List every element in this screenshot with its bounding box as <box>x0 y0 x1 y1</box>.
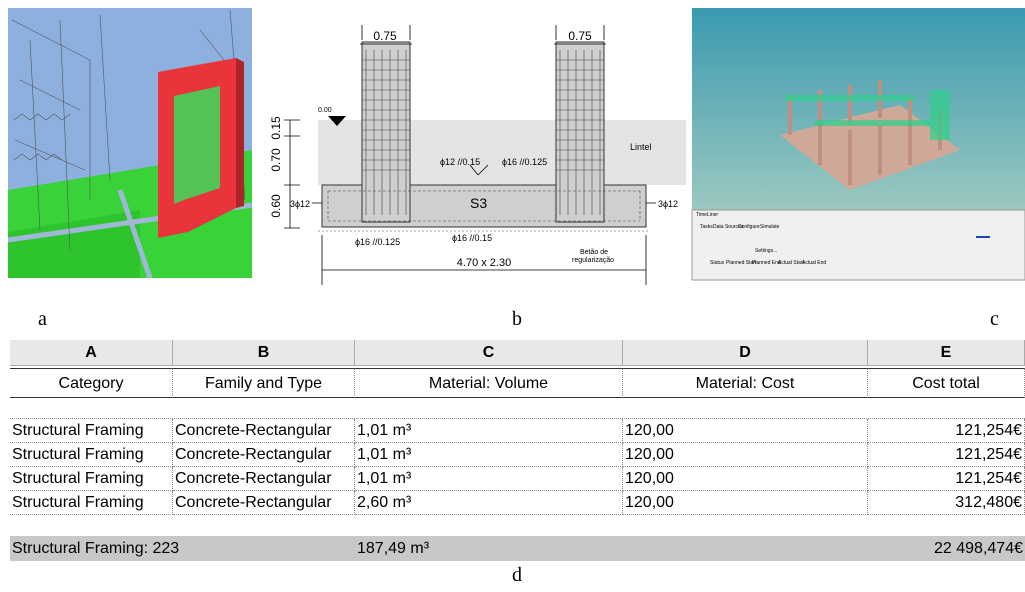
column-letter: B <box>173 340 355 366</box>
label: ϕ16 //0.125 <box>502 157 547 167</box>
panel-a-render <box>7 8 253 279</box>
column-letter: A <box>10 340 173 366</box>
tab[interactable]: Configure <box>738 224 760 230</box>
column-header: Category <box>10 368 173 398</box>
footer-total: 22 498,474€ <box>868 536 1025 561</box>
header-row: Category Family and Type Material: Volume M… <box>10 368 1025 398</box>
column-letter: E <box>868 340 1025 366</box>
column-letter: D <box>623 340 868 366</box>
panel-title: TimeLiner <box>696 212 718 218</box>
tab[interactable]: Data Sources <box>713 224 744 230</box>
cell: Structural Framing <box>10 467 173 491</box>
dim: 0.75 <box>373 29 397 43</box>
cell: 312,480€ <box>868 491 1025 515</box>
dim: 4.70 x 2.30 <box>457 257 511 269</box>
panel-label: a <box>38 308 47 330</box>
col: Actual Start <box>778 260 804 266</box>
label: Lintel <box>630 142 652 152</box>
dim: 0.70 <box>269 148 283 172</box>
label: S3 <box>470 195 487 211</box>
tab[interactable]: Tasks <box>700 224 713 230</box>
col: Planned Start <box>726 260 757 266</box>
label: 3ϕ12 <box>658 199 678 209</box>
footer-volume: 187,49 m³ <box>355 536 868 561</box>
cell: 120,00 <box>623 491 868 515</box>
cell: Concrete-Rectangular <box>173 419 355 443</box>
label: ϕ12 //0.15 <box>440 157 480 167</box>
data-row: Structural Framing Concrete-Rectangular 2,… <box>10 491 1025 515</box>
label: Betão de <box>580 249 608 256</box>
dim: 0.15 <box>269 116 283 140</box>
cell: Structural Framing <box>10 491 173 515</box>
cell: 120,00 <box>623 443 868 467</box>
cell: 1,01 m³ <box>355 443 623 467</box>
schedule-table: A B C D E Category Family and Type Material: Vo… <box>10 340 1025 561</box>
col: Status <box>710 260 725 266</box>
panel-label: b <box>512 308 522 330</box>
column-header: Material: Cost <box>623 368 868 398</box>
data-row: Structural Framing Concrete-Rectangular 1,… <box>10 418 1025 443</box>
cell: Concrete-Rectangular <box>173 467 355 491</box>
cell: Structural Framing <box>10 419 173 443</box>
dim: 0.75 <box>568 29 592 43</box>
level: 0.00 <box>318 107 332 114</box>
panel-b-drawing: 0.75 0.75 0.00 0.15 0.70 0.60 Lintel S3 … <box>269 25 686 285</box>
cell: 121,254€ <box>868 443 1025 467</box>
cell: 2,60 m³ <box>355 491 623 515</box>
dim: 0.60 <box>269 194 283 218</box>
footer-count: Structural Framing: 223 <box>10 536 355 561</box>
column-header: Family and Type <box>173 368 355 398</box>
data-row: Structural Framing Concrete-Rectangular 1,… <box>10 443 1025 467</box>
cell: Concrete-Rectangular <box>173 491 355 515</box>
panel-label: d <box>512 564 522 586</box>
cell: 121,254€ <box>868 467 1025 491</box>
column-letter: C <box>355 340 623 366</box>
cell: 120,00 <box>623 419 868 443</box>
tab[interactable]: Simulate <box>760 224 780 230</box>
footer-row: Structural Framing: 223 187,49 m³ 22 498,4… <box>10 536 1025 561</box>
cell: Concrete-Rectangular <box>173 443 355 467</box>
cell: 1,01 m³ <box>355 467 623 491</box>
panel-label: c <box>990 308 999 330</box>
cell: 120,00 <box>623 467 868 491</box>
column-header: Cost total <box>868 368 1025 398</box>
label: regularização <box>572 257 614 264</box>
label: ϕ16 //0.15 <box>452 233 492 243</box>
col: Actual End <box>802 260 826 266</box>
data-row: Structural Framing Concrete-Rectangular 1,… <box>10 467 1025 491</box>
panel-c-screenshot: TimeLiner Tasks Data Sources Configure S… <box>691 8 1025 281</box>
button[interactable]: Settings... <box>755 248 777 254</box>
label: ϕ16 //0.125 <box>355 237 400 247</box>
col: Planned End <box>752 260 781 266</box>
label: 3ϕ12 <box>290 199 310 209</box>
column-header: Material: Volume <box>355 368 623 398</box>
cell: 1,01 m³ <box>355 419 623 443</box>
panels: 0.75 0.75 0.00 0.15 0.70 0.60 Lintel S3 … <box>7 8 1025 285</box>
cell: Structural Framing <box>10 443 173 467</box>
cell: 121,254€ <box>868 419 1025 443</box>
